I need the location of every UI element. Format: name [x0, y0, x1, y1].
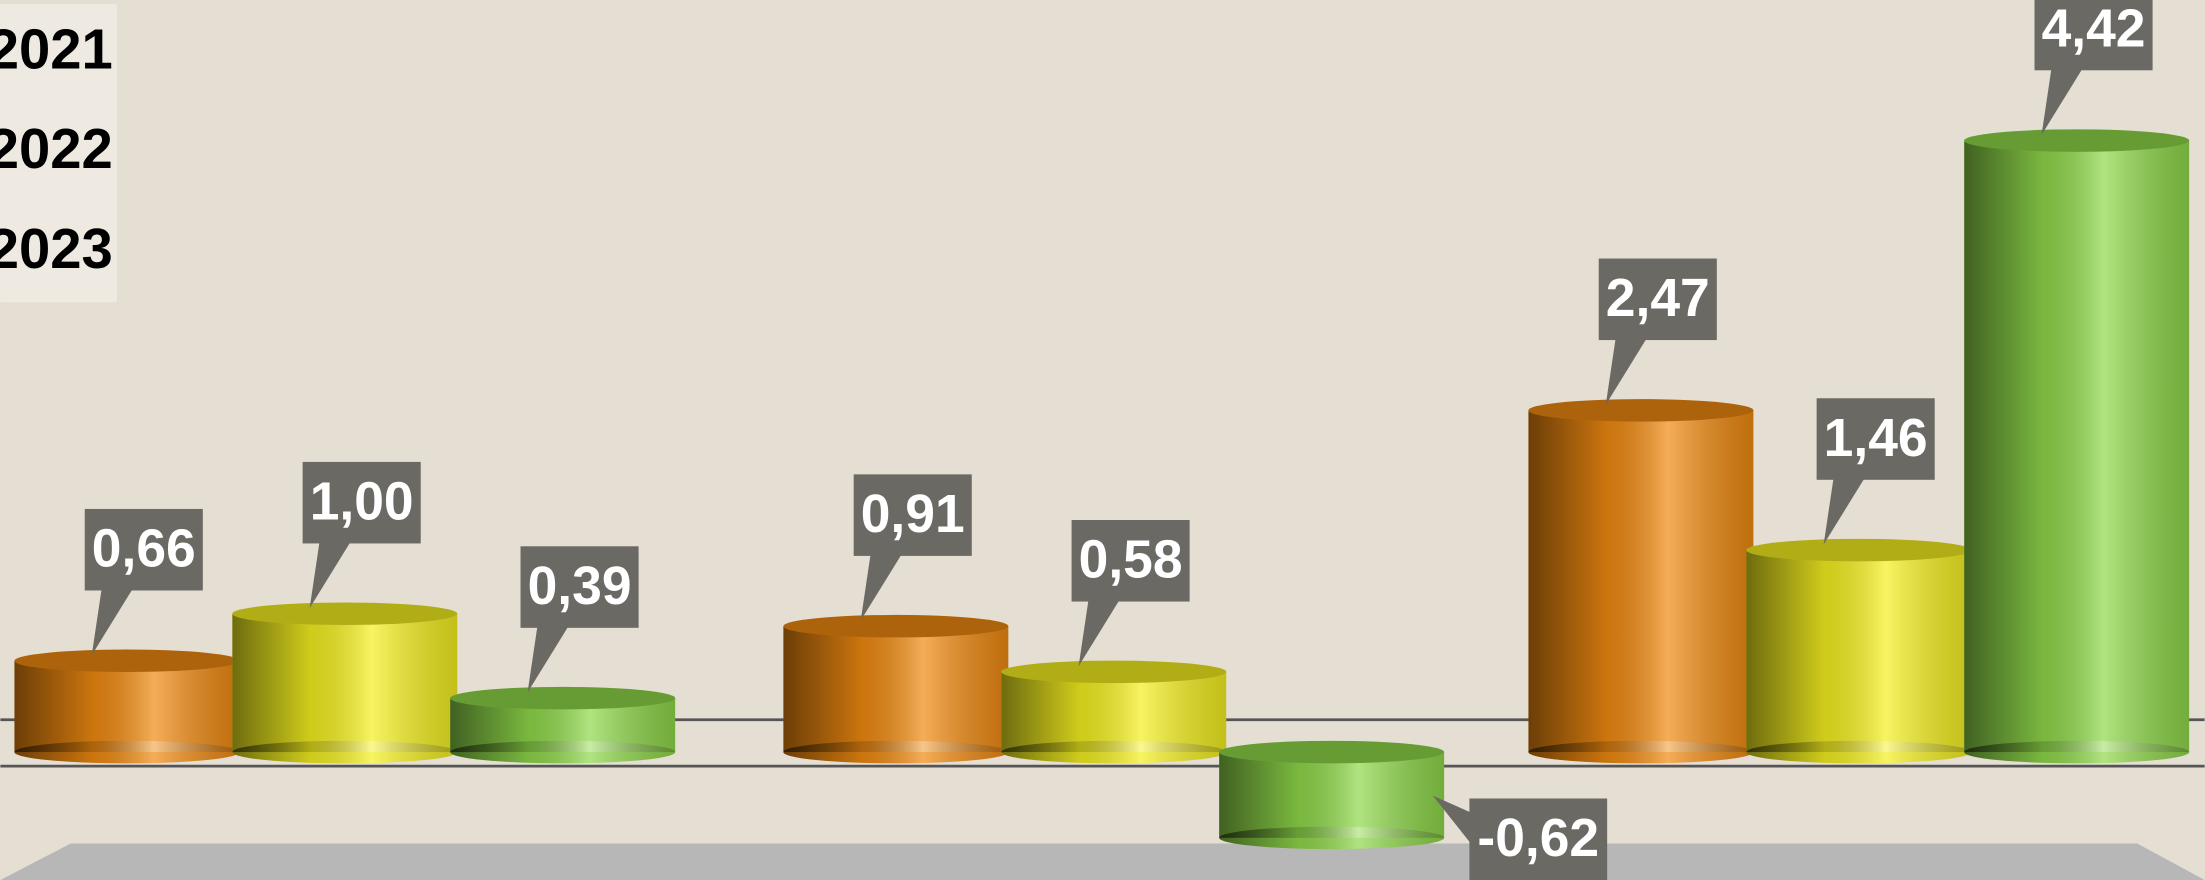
label-box — [2034, 0, 2153, 71]
cylinder — [1001, 660, 1227, 764]
cylinder-top — [1964, 129, 2190, 152]
cylinder-top-shade — [1528, 399, 1754, 422]
cylinder-top — [232, 602, 458, 625]
cylinder-top — [1001, 660, 1227, 684]
cylinder-bottom-shade — [1964, 740, 2190, 764]
cylinder-top-shade — [450, 686, 676, 710]
cylinder-bottom-shade — [1219, 826, 1445, 850]
cylinder-top — [783, 614, 1009, 638]
legend-label: 2021 — [0, 17, 113, 80]
data-label: 2,47 — [1598, 258, 1717, 405]
data-label: 1,00 — [302, 461, 421, 609]
cylinder-bottom-shade — [232, 740, 458, 764]
cylinder — [1528, 399, 1754, 764]
bar-shade — [783, 626, 1009, 753]
data-label: -0,62 — [1432, 795, 1608, 880]
cylinder-bottom-shade — [1528, 740, 1754, 764]
label-box — [520, 546, 639, 628]
label-pointer — [309, 542, 351, 609]
cylinder — [783, 614, 1009, 764]
cylinder-bottom-shade — [14, 740, 240, 764]
label-pointer — [91, 589, 133, 656]
cylinder-top — [1219, 740, 1445, 764]
data-label-text: 0,39 — [528, 557, 632, 616]
cylinder-top-shade — [1219, 740, 1445, 764]
bar-shade — [232, 613, 458, 753]
data-label: 0,91 — [853, 474, 972, 621]
bar-shade — [14, 660, 240, 753]
label-box — [1071, 520, 1190, 602]
data-label: 0,66 — [84, 508, 203, 656]
cylinder-top-shade — [232, 602, 458, 625]
cylinder-top-shade — [1964, 129, 2190, 152]
label-pointer — [2041, 68, 2083, 135]
cylinder — [450, 686, 676, 764]
cylinder — [1219, 740, 1445, 850]
data-label-text: 0,58 — [1079, 531, 1183, 590]
data-label-text: 4,42 — [2042, 0, 2146, 58]
bar-shade — [1219, 752, 1445, 838]
bar-shade — [1001, 671, 1227, 753]
cylinder-top-shade — [1746, 538, 1972, 562]
label-pointer — [1605, 338, 1647, 405]
label-pointer — [527, 626, 569, 693]
cylinder-top — [1528, 399, 1754, 422]
floor — [0, 843, 2205, 880]
cylinder-top-shade — [14, 649, 240, 673]
label-box — [1598, 258, 1717, 341]
cylinder-top — [450, 686, 676, 710]
label-pointer — [860, 554, 902, 621]
data-label: 0,39 — [520, 546, 639, 693]
label-pointer — [1432, 795, 1471, 844]
data-label-text: 0,66 — [92, 520, 196, 579]
legend — [0, 4, 118, 303]
data-label-text: 0,91 — [861, 485, 965, 544]
data-label-text: 1,00 — [310, 473, 414, 532]
data-label: 1,46 — [1816, 398, 1935, 545]
label-box — [302, 461, 421, 544]
cylinder-bottom-shade — [1746, 740, 1972, 764]
cylinder-bottom-shade — [1001, 740, 1227, 764]
label-box — [1816, 398, 1935, 480]
cylinder-top-shade — [783, 614, 1009, 638]
data-label-text: 1,46 — [1824, 409, 1928, 468]
cylinder — [14, 649, 240, 764]
cylinder-top — [14, 649, 240, 673]
label-box — [1469, 798, 1608, 880]
cylinder — [1964, 129, 2190, 764]
legend-label: 2022 — [0, 117, 113, 180]
legend-label: 2023 — [0, 217, 113, 280]
label-box — [853, 474, 972, 556]
bar-shade — [1964, 140, 2190, 753]
cylinder — [232, 602, 458, 764]
data-label-text: -0,62 — [1477, 809, 1599, 868]
cylinder-top-shade — [1001, 660, 1227, 684]
bar-shade — [1528, 410, 1754, 753]
bar-shade — [1746, 550, 1972, 753]
cylinder-bottom-shade — [783, 740, 1009, 764]
data-label-text: 2,47 — [1606, 269, 1710, 328]
cylinder-top — [1746, 538, 1972, 562]
cylinder — [1746, 538, 1972, 764]
label-box — [84, 508, 203, 591]
data-label: 4,42 — [2034, 0, 2153, 135]
cylinder-bottom-shade — [450, 740, 676, 764]
